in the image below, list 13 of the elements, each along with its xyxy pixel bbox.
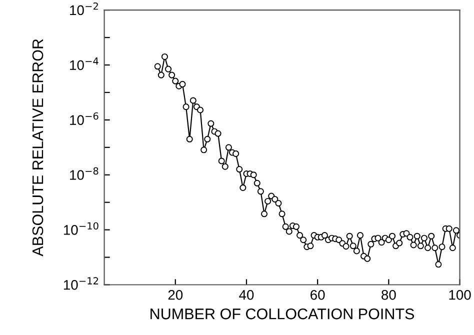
y-tick-label: 10$^{−4}$	[70, 58, 98, 70]
x-tick-label: 40	[239, 290, 254, 300]
x-tick-label: 20	[168, 290, 183, 300]
x-tick-label: 100	[449, 290, 471, 300]
y-tick-label: 10$^{−10}$	[64, 222, 98, 235]
x-axis-title: NUMBER OF COLLOCATION POINTS	[150, 308, 414, 320]
y-tick-label: 10$^{−12}$	[64, 277, 98, 290]
y-tick-label: 10$^{−2}$	[70, 2, 98, 16]
y-tick-label: 10$^{−6}$	[70, 112, 98, 125]
x-tick-label: 60	[310, 290, 325, 300]
y-tick-label: 10$^{−8}$	[70, 167, 98, 180]
x-tick-label: 80	[382, 290, 396, 300]
y-axis-title: ABSOLUTE RELATIVE ERROR	[32, 39, 44, 256]
